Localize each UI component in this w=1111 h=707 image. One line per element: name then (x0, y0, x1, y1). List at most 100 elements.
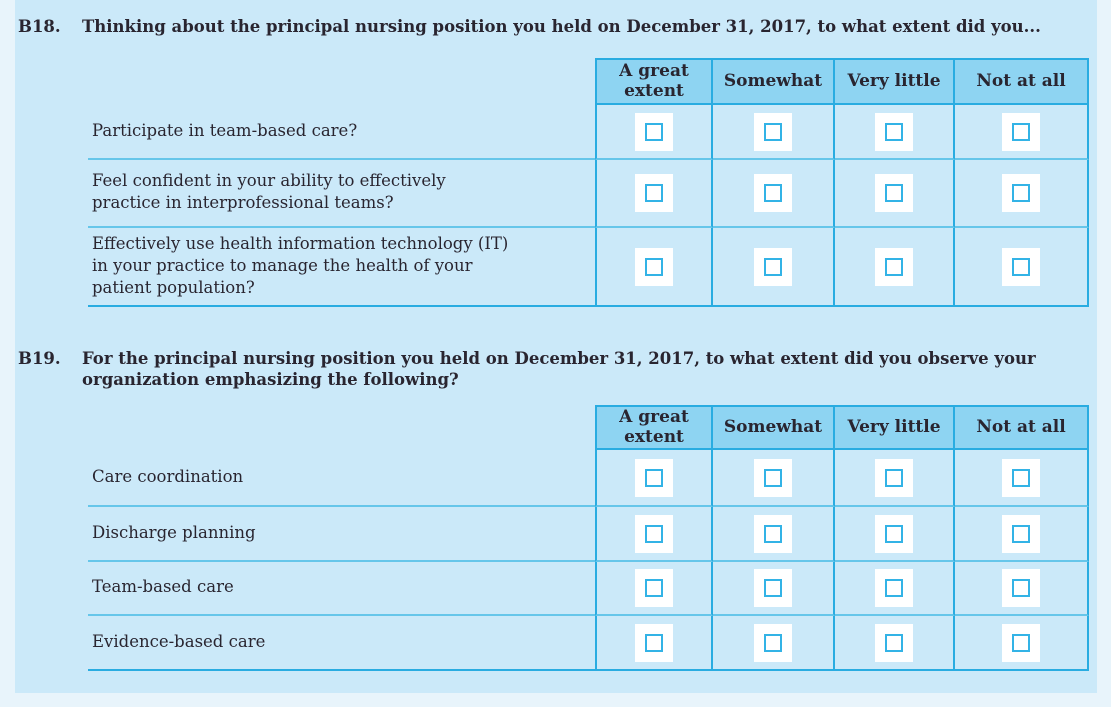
checkbox-b19-r1-very-little[interactable] (875, 458, 913, 497)
checkbox-b18-r2-very-little[interactable] (875, 174, 913, 212)
checkbox-box (1012, 579, 1030, 597)
checkbox-cell (595, 507, 713, 562)
checkbox-cell (955, 228, 1089, 307)
checkbox-b19-r4-somewhat[interactable] (754, 623, 792, 662)
checkbox-cell (955, 507, 1089, 562)
checkbox-cell (713, 160, 835, 228)
checkbox-b19-r1-great-extent[interactable] (635, 458, 673, 497)
checkbox-b18-r3-not-at-all[interactable] (1002, 247, 1040, 286)
checkbox-b18-r2-great-extent[interactable] (635, 174, 673, 212)
checkbox-b19-r4-very-little[interactable] (875, 623, 913, 662)
checkbox-cell (955, 160, 1089, 228)
checkbox-box (1012, 257, 1030, 276)
column-header-very-little: Very little (835, 58, 955, 105)
column-header-very-little: Very little (835, 405, 955, 450)
checkbox-cell (835, 105, 955, 160)
checkbox-box (1012, 184, 1030, 202)
row-label-care-coordination: Care coordination (88, 450, 595, 507)
checkbox-b18-r3-somewhat[interactable] (754, 247, 792, 286)
checkbox-cell (595, 160, 713, 228)
checkbox-box (764, 524, 782, 543)
checkbox-b19-r2-somewhat[interactable] (754, 514, 792, 553)
checkbox-cell (595, 562, 713, 616)
checkbox-box (885, 184, 903, 202)
checkbox-box (764, 184, 782, 202)
column-header-a-great-extent: A great extent (595, 405, 713, 450)
checkbox-b19-r3-very-little[interactable] (875, 569, 913, 607)
checkbox-cell (713, 450, 835, 507)
checkbox-cell (835, 450, 955, 507)
checkbox-b18-r1-not-at-all[interactable] (1002, 112, 1040, 151)
checkbox-b18-r1-great-extent[interactable] (635, 112, 673, 151)
checkbox-b18-r2-somewhat[interactable] (754, 174, 792, 212)
checkbox-box (764, 579, 782, 597)
checkbox-b18-r3-very-little[interactable] (875, 247, 913, 286)
checkbox-b18-r1-very-little[interactable] (875, 112, 913, 151)
column-header-not-at-all: Not at all (955, 405, 1089, 450)
row-label-health-information-technology: Effectively use health information techn… (88, 228, 595, 307)
matrix-table-b19: A great extent Somewhat Very little Not … (88, 405, 1089, 671)
checkbox-box (645, 524, 663, 543)
checkbox-b18-r2-not-at-all[interactable] (1002, 174, 1040, 212)
checkbox-cell (713, 228, 835, 307)
checkbox-cell (835, 562, 955, 616)
checkbox-box (645, 184, 663, 202)
row-label-evidence-based-care: Evidence-based care (88, 616, 595, 671)
checkbox-box (1012, 524, 1030, 543)
column-header-a-great-extent: A great extent (595, 58, 713, 105)
question-b19: B19. For the principal nursing position … (18, 348, 1042, 390)
checkbox-box (1012, 633, 1030, 652)
question-b18-number: B18. (18, 17, 61, 36)
row-label-feel-confident-interprofessional: Feel confident in your ability to effect… (88, 160, 595, 228)
checkbox-box (885, 524, 903, 543)
question-b19-number: B19. (18, 349, 61, 368)
checkbox-cell (713, 507, 835, 562)
survey-panel (15, 0, 1097, 693)
checkbox-cell (595, 616, 713, 671)
checkbox-box (764, 122, 782, 141)
checkbox-b19-r1-not-at-all[interactable] (1002, 458, 1040, 497)
checkbox-cell (713, 562, 835, 616)
checkbox-box (885, 257, 903, 276)
checkbox-b19-r2-great-extent[interactable] (635, 514, 673, 553)
checkbox-box (885, 468, 903, 487)
checkbox-box (1012, 468, 1030, 487)
checkbox-box (645, 579, 663, 597)
checkbox-cell (595, 105, 713, 160)
checkbox-b19-r3-somewhat[interactable] (754, 569, 792, 607)
checkbox-cell (835, 160, 955, 228)
checkbox-cell (713, 616, 835, 671)
checkbox-b19-r2-not-at-all[interactable] (1002, 514, 1040, 553)
checkbox-b18-r1-somewhat[interactable] (754, 112, 792, 151)
checkbox-cell (955, 562, 1089, 616)
column-header-somewhat: Somewhat (713, 405, 835, 450)
question-b18-text: Thinking about the principal nursing pos… (82, 17, 1041, 36)
checkbox-cell (595, 228, 713, 307)
question-b19-text: For the principal nursing position you h… (82, 349, 1036, 389)
checkbox-box (645, 633, 663, 652)
column-header-somewhat: Somewhat (713, 58, 835, 105)
checkbox-box (764, 257, 782, 276)
header-spacer (88, 58, 595, 105)
checkbox-cell (835, 228, 955, 307)
checkbox-box (764, 633, 782, 652)
checkbox-b18-r3-great-extent[interactable] (635, 247, 673, 286)
question-b18: B18. Thinking about the principal nursin… (18, 16, 1042, 37)
checkbox-b19-r3-great-extent[interactable] (635, 569, 673, 607)
checkbox-b19-r4-not-at-all[interactable] (1002, 623, 1040, 662)
matrix-table-b18: A great extent Somewhat Very little Not … (88, 58, 1089, 307)
checkbox-cell (955, 450, 1089, 507)
checkbox-cell (595, 450, 713, 507)
checkbox-b19-r3-not-at-all[interactable] (1002, 569, 1040, 607)
checkbox-b19-r1-somewhat[interactable] (754, 458, 792, 497)
checkbox-b19-r2-very-little[interactable] (875, 514, 913, 553)
checkbox-cell (955, 616, 1089, 671)
checkbox-box (645, 122, 663, 141)
checkbox-b19-r4-great-extent[interactable] (635, 623, 673, 662)
row-label-team-based-care: Team-based care (88, 562, 595, 616)
checkbox-box (885, 579, 903, 597)
checkbox-box (1012, 122, 1030, 141)
checkbox-box (885, 122, 903, 141)
header-spacer (88, 405, 595, 450)
